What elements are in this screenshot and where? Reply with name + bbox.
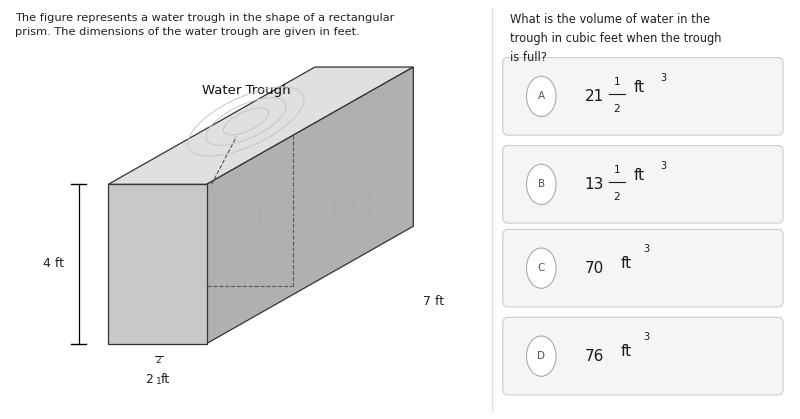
Text: 2: 2	[156, 356, 162, 365]
Text: 13: 13	[584, 177, 604, 192]
Text: ft: ft	[634, 80, 645, 96]
Text: 4 ft: 4 ft	[43, 257, 64, 271]
Text: 3: 3	[660, 72, 666, 83]
Text: ft: ft	[161, 373, 170, 386]
Text: B: B	[538, 179, 545, 189]
Text: 3: 3	[643, 244, 650, 254]
Text: 76: 76	[584, 349, 604, 364]
Circle shape	[526, 336, 556, 376]
Text: 21: 21	[584, 89, 604, 104]
Circle shape	[526, 248, 556, 288]
Text: ft: ft	[620, 344, 631, 360]
Text: Water Trough: Water Trough	[202, 84, 290, 97]
FancyBboxPatch shape	[502, 230, 783, 307]
Text: ft: ft	[620, 256, 631, 272]
FancyBboxPatch shape	[502, 318, 783, 395]
Text: D: D	[538, 351, 546, 361]
Polygon shape	[206, 67, 414, 344]
Text: 3: 3	[643, 332, 650, 342]
Text: 2: 2	[614, 192, 620, 202]
Circle shape	[526, 76, 556, 116]
Text: 1: 1	[614, 77, 620, 87]
Text: 1: 1	[155, 377, 162, 386]
Polygon shape	[108, 67, 414, 184]
Text: The figure represents a water trough in the shape of a rectangular
prism. The di: The figure represents a water trough in …	[14, 13, 394, 37]
Circle shape	[526, 164, 556, 204]
Text: C: C	[538, 263, 545, 273]
Text: 2: 2	[614, 104, 620, 114]
Text: 7 ft: 7 ft	[423, 295, 444, 308]
Text: A: A	[538, 91, 545, 101]
FancyBboxPatch shape	[502, 57, 783, 135]
Text: ft: ft	[634, 168, 645, 184]
Text: 2: 2	[145, 373, 153, 386]
FancyBboxPatch shape	[502, 145, 783, 223]
Text: 70: 70	[584, 261, 604, 276]
Text: 3: 3	[660, 160, 666, 171]
Text: 1: 1	[614, 165, 620, 175]
Polygon shape	[108, 184, 206, 344]
Text: What is the volume of water in the
trough in cubic feet when the trough
is full?: What is the volume of water in the troug…	[510, 13, 722, 64]
